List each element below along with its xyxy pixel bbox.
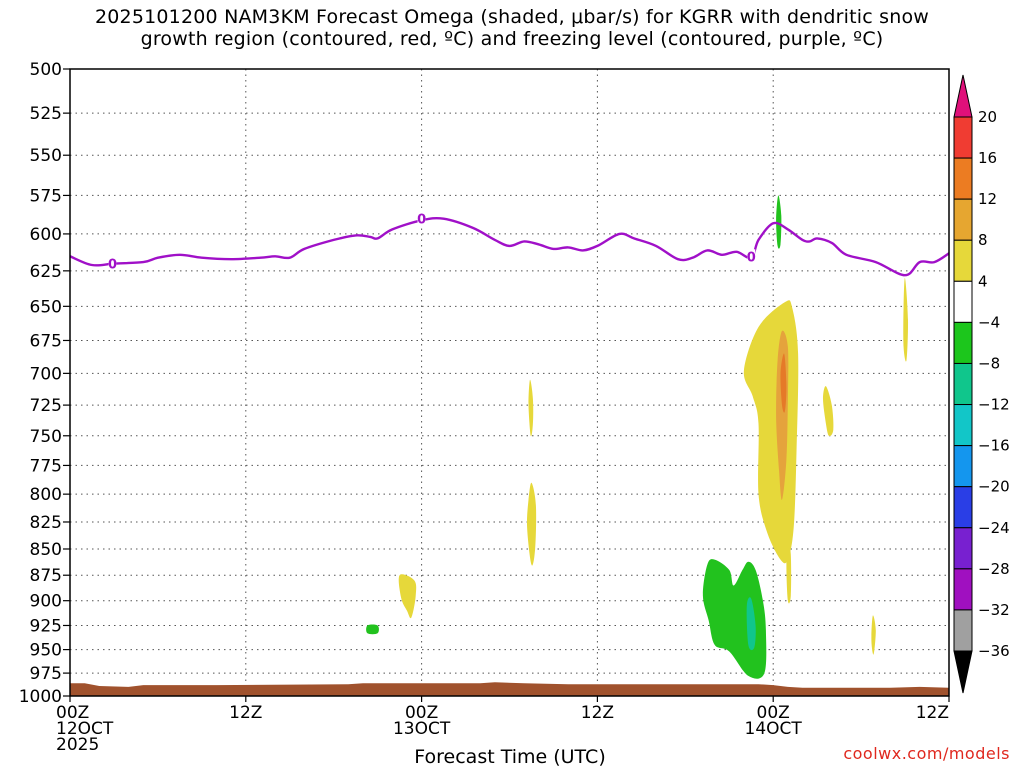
- omega-shading: [366, 195, 909, 679]
- colorbar-label-3: 8: [978, 231, 988, 249]
- x-tick-label-24-1: 13OCT: [393, 719, 451, 739]
- y-tick-label-625: 625: [30, 262, 62, 282]
- y-tick-label-700: 700: [30, 364, 62, 384]
- x-tick-label-48-0: 00Z: [757, 703, 790, 723]
- omega-region-2: [780, 353, 787, 413]
- colorbar-label-1: 16: [978, 149, 997, 167]
- y-tick-label-725: 725: [30, 396, 62, 416]
- y-tick-label-900: 900: [30, 592, 62, 612]
- colorbar-label-0: 20: [978, 108, 997, 126]
- x-tick-label-48-1: 14OCT: [745, 719, 803, 739]
- omega-region-5: [526, 482, 537, 566]
- x-axis-title: Forecast Time (UTC): [414, 746, 605, 768]
- freezing-level-label-1: 0: [417, 213, 426, 228]
- colorbar-segment-10: [953, 527, 973, 570]
- omega-region-3: [786, 532, 792, 604]
- omega-region-13: [366, 624, 379, 635]
- freezing-level-line: [70, 216, 949, 277]
- y-tick-label-600: 600: [30, 225, 62, 245]
- colorbar-segment-8: [953, 445, 973, 488]
- freezing-level-label-0: 0: [108, 258, 117, 273]
- omega-region-6: [823, 386, 834, 437]
- terrain-layer: [70, 682, 949, 696]
- x-tick-label-12-0: 12Z: [229, 703, 262, 723]
- terrain-area: [70, 682, 949, 696]
- colorbar-label-2: 12: [978, 190, 997, 208]
- colorbar-segment-11: [953, 568, 973, 611]
- colorbar-segment-6: [953, 362, 973, 406]
- x-tick-label-60-0: 12Z: [916, 703, 949, 723]
- y-tick-label-875: 875: [30, 566, 62, 586]
- watermark-text: coolwx.com/models: [843, 744, 1010, 763]
- colorbar-segment-2: [953, 198, 973, 241]
- colorbar-segment-3: [953, 239, 973, 282]
- x-tick-label-0-1: 12OCT: [56, 719, 114, 739]
- colorbar-label-8: −16: [978, 437, 1010, 455]
- colorbar: 20 16 12 8 4 −4 −8 −12 −16 −20 −24 −28 −32 −36: [953, 74, 1010, 694]
- x-tick-label-0-2: 2025: [56, 735, 99, 755]
- omega-region-11: [746, 597, 756, 651]
- colorbar-bottom-triangle: [953, 650, 973, 694]
- colorbar-label-6: −8: [978, 354, 1000, 372]
- freezing-label-bg-1: [417, 211, 426, 225]
- freezing-label-bg-2: [747, 249, 756, 263]
- x-tick-label-36-0: 12Z: [581, 703, 614, 723]
- colorbar-label-12: −32: [978, 601, 1010, 619]
- omega-region-7: [903, 277, 909, 362]
- omega-region-9: [398, 574, 417, 619]
- colorbar-label-13: −36: [978, 642, 1010, 660]
- y-tick-label-825: 825: [30, 513, 62, 533]
- colorbar-segment-9: [953, 486, 973, 529]
- omega-region-12: [776, 195, 782, 249]
- y-tick-label-550: 550: [30, 146, 62, 166]
- colorbar-label-9: −20: [978, 478, 1010, 496]
- x-tick-label-24-0: 00Z: [405, 703, 438, 723]
- colorbar-top-triangle: [953, 74, 973, 118]
- omega-region-8: [871, 615, 876, 655]
- x-tick-label-0-0: 00Z: [56, 703, 89, 723]
- y-axis: 500 525 550 575 600 625 650 675 700 725 750 775 800 8…: [19, 60, 70, 707]
- y-tick-label-850: 850: [30, 540, 62, 560]
- omega-region-4: [528, 379, 534, 437]
- y-tick-label-675: 675: [30, 331, 62, 351]
- y-tick-label-800: 800: [30, 485, 62, 505]
- plot-frame: [69, 68, 950, 697]
- chart-title-line1: 2025101200 NAM3KM Forecast Omega (shaded…: [94, 6, 930, 28]
- colorbar-segment-0: [953, 116, 973, 159]
- colorbar-segment-5: [953, 321, 973, 364]
- freezing-label-bg-0: [108, 256, 117, 270]
- chart-title: 2025101200 NAM3KM Forecast Omega (shaded…: [0, 6, 1024, 50]
- y-tick-label-750: 750: [30, 427, 62, 447]
- y-tick-label-1000: 1000: [19, 687, 62, 707]
- colorbar-label-7: −12: [978, 396, 1010, 414]
- y-tick-label-575: 575: [30, 186, 62, 206]
- y-tick-label-975: 975: [30, 664, 62, 684]
- colorbar-segment-4: [953, 280, 973, 323]
- freezing-level-label-2: 0: [747, 250, 756, 265]
- y-tick-label-650: 650: [30, 297, 62, 317]
- colorbar-label-5: −4: [978, 313, 1000, 331]
- y-tick-label-500: 500: [30, 60, 62, 80]
- freezing-level-layer: 0 0 0: [70, 211, 949, 277]
- colorbar-label-10: −24: [978, 519, 1010, 537]
- colorbar-segment-12: [953, 609, 973, 652]
- colorbar-label-4: 4: [978, 272, 988, 290]
- plot-background: [70, 69, 949, 696]
- colorbar-label-11: −28: [978, 560, 1010, 578]
- colorbar-segment-1: [953, 157, 973, 200]
- y-tick-label-950: 950: [30, 641, 62, 661]
- y-tick-label-775: 775: [30, 456, 62, 476]
- colorbar-segment-7: [953, 404, 973, 447]
- y-tick-label-525: 525: [30, 104, 62, 124]
- chart-title-line2: growth region (contoured, red, ºC) and f…: [140, 28, 884, 50]
- y-tick-label-925: 925: [30, 616, 62, 636]
